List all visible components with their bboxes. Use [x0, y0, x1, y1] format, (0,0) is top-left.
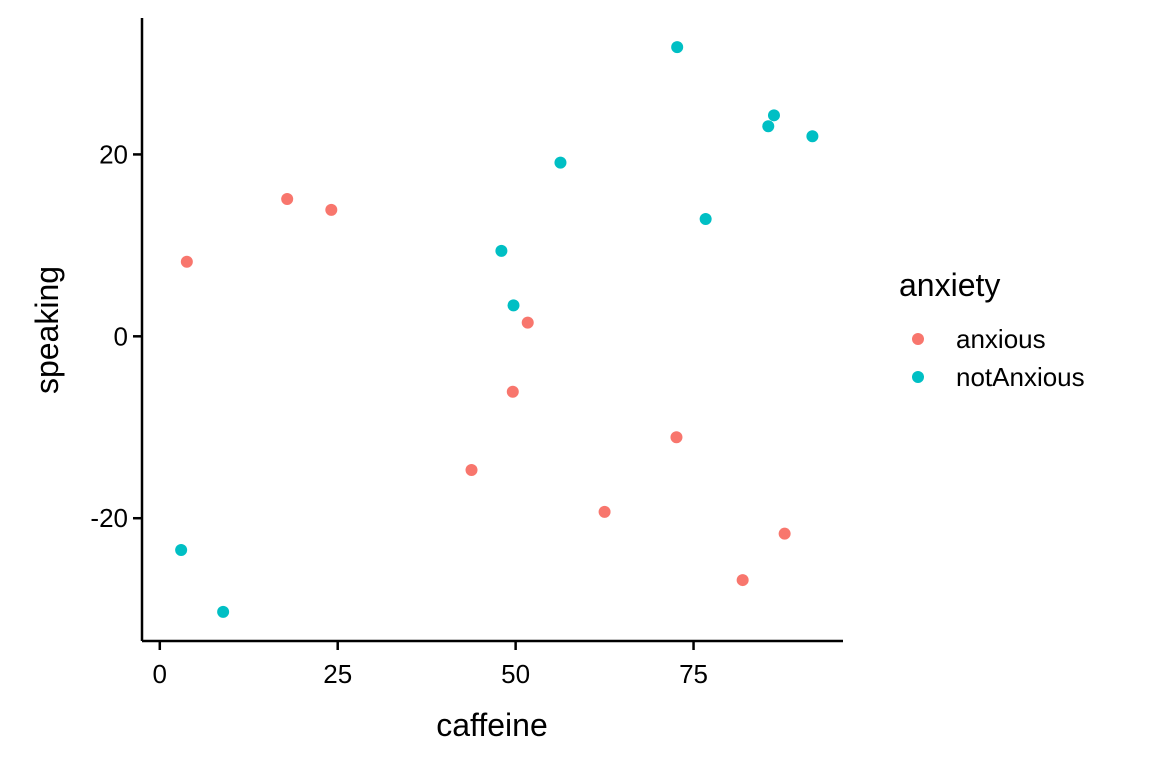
- data-point-anxious: [670, 431, 683, 444]
- data-point-notAnxious: [495, 244, 508, 257]
- data-point-notAnxious: [699, 212, 712, 225]
- data-point-anxious: [325, 203, 338, 216]
- y-tick-label: 0: [114, 321, 128, 351]
- data-point-notAnxious: [762, 120, 775, 133]
- data-point-notAnxious: [507, 299, 520, 312]
- legend-title: anxiety: [899, 267, 1000, 303]
- x-tick-label: 75: [679, 659, 708, 689]
- data-point-notAnxious: [217, 605, 230, 618]
- x-tick-label: 0: [153, 659, 167, 689]
- data-point-notAnxious: [175, 544, 188, 557]
- legend-label-anxious: anxious: [956, 324, 1046, 354]
- data-point-anxious: [506, 385, 519, 398]
- y-tick-label: -20: [90, 503, 128, 533]
- data-point-anxious: [598, 505, 611, 518]
- data-point-anxious: [465, 464, 478, 477]
- legend: anxiety anxious notAnxious: [899, 267, 1085, 392]
- data-point-notAnxious: [671, 41, 684, 54]
- data-point-anxious: [778, 527, 791, 540]
- data-point-anxious: [521, 316, 534, 329]
- legend-key-notAnxious: [912, 371, 924, 383]
- x-tick-label: 25: [323, 659, 352, 689]
- legend-items: anxious notAnxious: [912, 324, 1085, 392]
- points-layer: [175, 41, 819, 618]
- x-tick-label: 50: [501, 659, 530, 689]
- y-axis-ticks: -20 0 20: [90, 139, 142, 533]
- data-point-notAnxious: [554, 156, 567, 169]
- y-axis-title: speaking: [29, 266, 65, 394]
- data-point-anxious: [281, 192, 294, 205]
- x-axis-ticks: 0 25 50 75: [153, 641, 708, 689]
- legend-label-notAnxious: notAnxious: [956, 362, 1085, 392]
- data-point-anxious: [180, 255, 193, 268]
- legend-key-anxious: [912, 333, 924, 345]
- y-tick-label: 20: [99, 139, 128, 169]
- data-point-notAnxious: [806, 130, 819, 143]
- data-point-notAnxious: [767, 109, 780, 122]
- x-axis-title: caffeine: [436, 707, 548, 743]
- data-point-anxious: [736, 574, 749, 587]
